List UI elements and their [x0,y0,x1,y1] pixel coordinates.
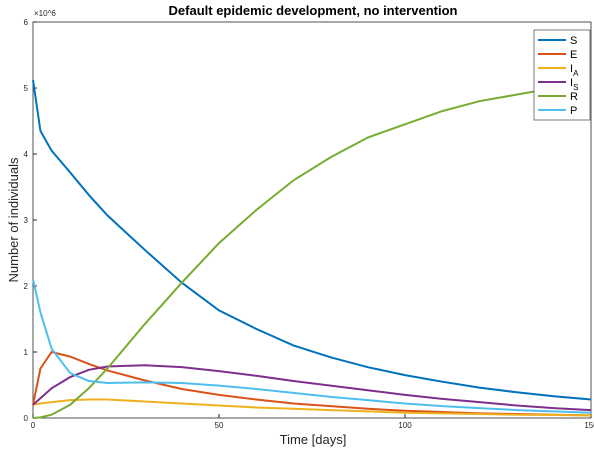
legend-label: E [570,49,577,61]
x-tick-label: 0 [31,421,36,430]
series-line [32,364,592,412]
x-axis-label: Time [days] [280,432,347,447]
series-line [32,398,592,417]
legend-label: P [570,105,577,117]
series-line [32,279,592,414]
legend-subscript: A [573,69,579,78]
legend-label: IA [570,63,579,78]
x-tick-label: 150 [584,421,594,430]
y-tick-label: 5 [24,84,29,93]
legend-name: I [570,63,573,75]
x-tick-label: 50 [215,421,224,430]
legend-name: I [570,77,573,89]
legend-box [533,29,591,121]
legend-name: P [570,105,577,117]
legend-name: S [570,35,577,47]
chart-title: Default epidemic development, no interve… [169,3,458,18]
x-tick-label: 100 [398,421,412,430]
y-tick-label: 1 [24,348,29,357]
series-line [32,79,592,401]
legend-label: R [570,91,578,103]
legend-label: IS [570,77,578,92]
legend-name: E [570,49,577,61]
legend-subscript: S [573,83,578,92]
series-line [32,82,592,419]
legend-label: S [570,35,577,47]
y-tick-label: 2 [24,282,29,291]
y-axis-label: Number of individuals [6,157,21,283]
y-tick-label: 4 [24,150,29,159]
y-exponent: ×10^6 [34,9,56,18]
y-tick-label: 3 [24,216,29,225]
y-tick-label: 0 [24,414,29,423]
legend-name: R [570,91,578,103]
y-tick-label: 6 [24,18,29,27]
